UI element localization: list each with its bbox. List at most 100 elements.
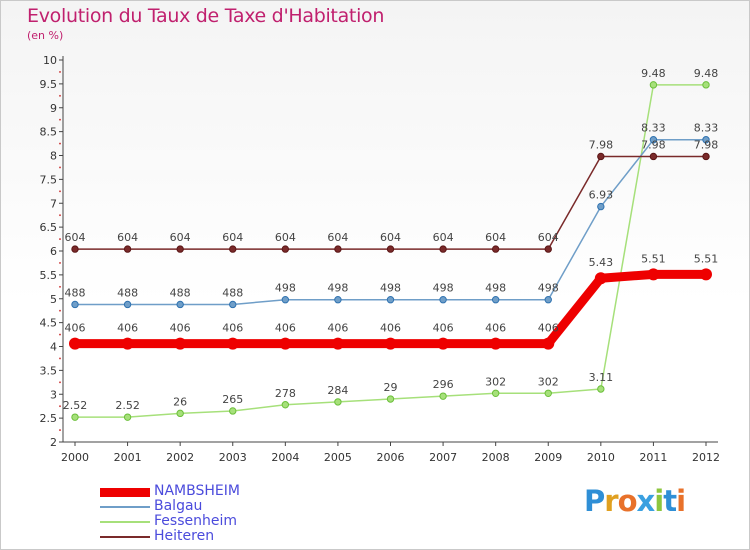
data-point-balgau	[334, 296, 342, 304]
data-label-heiteren: 604	[117, 231, 138, 244]
data-label-heiteren: 7.98	[694, 138, 719, 151]
y-minor-tick	[59, 405, 61, 408]
data-point-balgau	[71, 300, 79, 309]
data-label-nambsheim: 406	[117, 322, 138, 335]
y-minor-tick	[59, 381, 61, 384]
y-tick-label: 3	[50, 388, 57, 401]
data-label-fessenheim: 29	[384, 381, 398, 394]
x-tick-label: 2004	[271, 451, 299, 464]
legend-swatch-balgau	[100, 506, 150, 508]
y-tick-label: 5	[50, 293, 57, 306]
data-label-heiteren: 7.98	[641, 138, 666, 151]
data-point-heiteren	[597, 152, 605, 161]
y-tick-label: 4.5	[40, 317, 58, 330]
data-label-fessenheim: 302	[538, 375, 559, 388]
data-label-nambsheim: 5.43	[589, 256, 614, 269]
x-tick-label: 2010	[587, 451, 615, 464]
data-label-nambsheim: 5.51	[641, 252, 666, 265]
data-point-fessenheim	[229, 407, 237, 415]
data-point-nambsheim	[700, 268, 712, 281]
y-tick-label: 5.5	[40, 269, 58, 282]
data-point-nambsheim	[121, 337, 134, 350]
x-tick-label: 2001	[114, 451, 142, 464]
data-point-fessenheim	[544, 389, 552, 397]
data-label-balgau: 498	[485, 282, 506, 295]
x-tick-label: 2012	[692, 451, 720, 464]
legend-swatch-heiteren	[100, 536, 150, 538]
data-point-heiteren	[386, 245, 395, 253]
data-label-heiteren: 604	[538, 231, 559, 244]
y-tick-label: 6	[50, 245, 57, 258]
data-label-fessenheim: 2.52	[115, 399, 140, 412]
x-tick-label: 2007	[429, 451, 457, 464]
y-tick-label: 3.5	[40, 364, 58, 377]
data-point-balgau	[229, 300, 237, 309]
data-point-heiteren	[229, 245, 237, 253]
data-label-balgau: 488	[65, 286, 86, 299]
data-point-fessenheim	[649, 81, 658, 89]
y-tick-label: 8.5	[40, 126, 58, 139]
data-label-balgau: 498	[538, 282, 559, 295]
data-label-balgau: 8.33	[641, 122, 666, 135]
y-minor-tick	[59, 333, 61, 336]
y-tick-label: 10	[43, 54, 57, 67]
x-tick-label: 2011	[639, 451, 667, 464]
data-point-fessenheim	[281, 401, 290, 409]
x-tick-label: 2008	[482, 451, 510, 464]
data-label-nambsheim: 406	[485, 322, 506, 335]
data-label-balgau: 488	[170, 286, 191, 299]
data-label-fessenheim: 26	[173, 395, 187, 408]
data-label-fessenheim: 265	[222, 393, 243, 406]
data-point-fessenheim	[702, 81, 710, 89]
data-label-heiteren: 604	[327, 231, 348, 244]
data-point-balgau	[597, 202, 605, 211]
data-point-fessenheim	[334, 398, 342, 406]
legend-swatch-nambsheim	[100, 488, 150, 497]
logo-letter: o	[617, 484, 638, 518]
legend-label-fessenheim: Fessenheim	[154, 513, 237, 529]
data-label-balgau: 6.93	[589, 189, 614, 202]
data-point-heiteren	[334, 245, 342, 253]
y-minor-tick	[59, 357, 61, 360]
data-point-nambsheim	[489, 337, 502, 350]
data-label-balgau: 488	[117, 286, 138, 299]
data-label-heiteren: 604	[380, 231, 401, 244]
data-label-nambsheim: 406	[170, 322, 191, 335]
data-label-heiteren: 604	[170, 231, 191, 244]
data-point-fessenheim	[491, 389, 500, 397]
data-point-heiteren	[71, 245, 79, 253]
data-label-heiteren: 7.98	[589, 138, 614, 151]
data-point-nambsheim	[542, 337, 555, 350]
data-label-fessenheim: 2.52	[63, 399, 88, 412]
data-label-nambsheim: 406	[538, 322, 559, 335]
data-label-fessenheim: 296	[433, 378, 454, 391]
y-minor-tick	[59, 309, 61, 312]
data-point-heiteren	[649, 152, 658, 161]
legend-label-balgau: Balgau	[154, 498, 203, 514]
data-label-balgau: 498	[327, 282, 348, 295]
data-label-nambsheim: 406	[222, 322, 243, 335]
data-point-fessenheim	[71, 413, 79, 421]
logo-letter: t	[663, 484, 677, 518]
y-minor-tick	[59, 118, 61, 121]
data-point-balgau	[491, 296, 500, 304]
x-tick-label: 2002	[166, 451, 194, 464]
logo-letter: x	[636, 484, 656, 518]
data-point-balgau	[649, 136, 658, 144]
y-minor-tick	[59, 166, 61, 169]
data-label-fessenheim: 9.48	[641, 67, 666, 80]
data-point-heiteren	[491, 245, 500, 253]
data-label-fessenheim: 9.48	[694, 67, 719, 80]
y-tick-label: 2	[50, 436, 57, 449]
x-tick-label: 2000	[61, 451, 89, 464]
y-tick-label: 9	[50, 102, 57, 115]
data-point-balgau	[439, 296, 447, 304]
data-label-nambsheim: 5.51	[694, 252, 719, 265]
data-label-heiteren: 604	[222, 231, 243, 244]
logo-letter: i	[654, 484, 664, 518]
y-minor-tick	[59, 94, 61, 97]
data-point-heiteren	[702, 152, 710, 161]
data-point-nambsheim	[647, 268, 660, 281]
x-tick-label: 2009	[534, 451, 562, 464]
